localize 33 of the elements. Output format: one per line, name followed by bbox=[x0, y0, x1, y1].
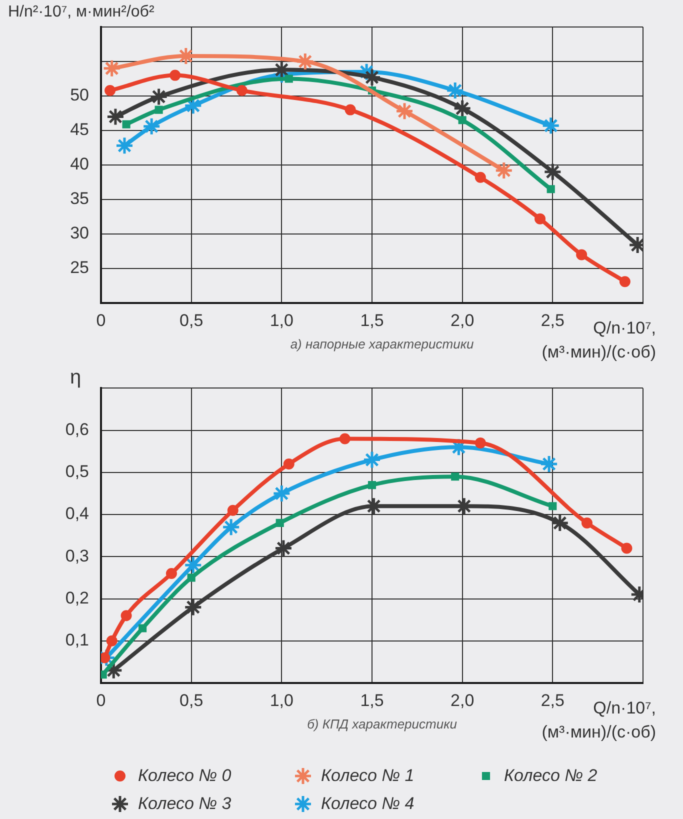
x-tick-label: 0,5 bbox=[180, 690, 204, 710]
y-tick-label: 0,4 bbox=[65, 504, 89, 524]
y-tick-label: 35 bbox=[70, 189, 89, 208]
y-tick-label: 45 bbox=[70, 120, 89, 140]
y-axis-title: H/n²·10⁷, м·мин²/об² bbox=[8, 3, 155, 20]
text: а) напорные характеристики bbox=[290, 336, 474, 352]
x-tick-label: 2,0 bbox=[450, 310, 474, 330]
x-tick-label: 0 bbox=[96, 690, 106, 710]
x-tick-label: 1,5 bbox=[360, 690, 384, 710]
y-tick-label: 25 bbox=[70, 258, 89, 278]
x-tick-label: 0 bbox=[96, 310, 106, 330]
x-tick-label: 0,5 bbox=[180, 310, 204, 330]
y-tick-label: 50 bbox=[70, 86, 89, 105]
x-tick-label: 1,0 bbox=[270, 310, 294, 330]
legend-label: Колесо № 1 bbox=[321, 766, 414, 786]
y-tick-label: 30 bbox=[70, 224, 89, 243]
x-tick-label: 2,0 bbox=[450, 690, 474, 710]
legend-label: Колесо № 3 bbox=[138, 794, 232, 814]
legend-label: Колесо № 2 bbox=[504, 766, 598, 786]
y-tick-label: 0,6 bbox=[65, 420, 89, 439]
y-tick-label: 0,1 bbox=[65, 630, 89, 650]
y-tick-label: 40 bbox=[70, 154, 89, 174]
y-tick-label: 0,5 bbox=[65, 462, 89, 482]
text: б) КПД характеристики bbox=[307, 716, 457, 732]
y-tick-label: 0,3 bbox=[65, 546, 89, 566]
legend-label: Колесо № 0 bbox=[138, 766, 232, 786]
x-tick-label: 2,5 bbox=[540, 310, 564, 330]
x-tick-label: 1,0 bbox=[270, 690, 294, 710]
y-axis-title: η bbox=[70, 366, 82, 389]
y-tick-label: 0,2 bbox=[65, 588, 89, 608]
x-tick-label: 1,5 bbox=[360, 310, 384, 330]
x-tick-label: 2,5 bbox=[540, 690, 564, 710]
legend-label: Колесо № 4 bbox=[321, 794, 414, 814]
